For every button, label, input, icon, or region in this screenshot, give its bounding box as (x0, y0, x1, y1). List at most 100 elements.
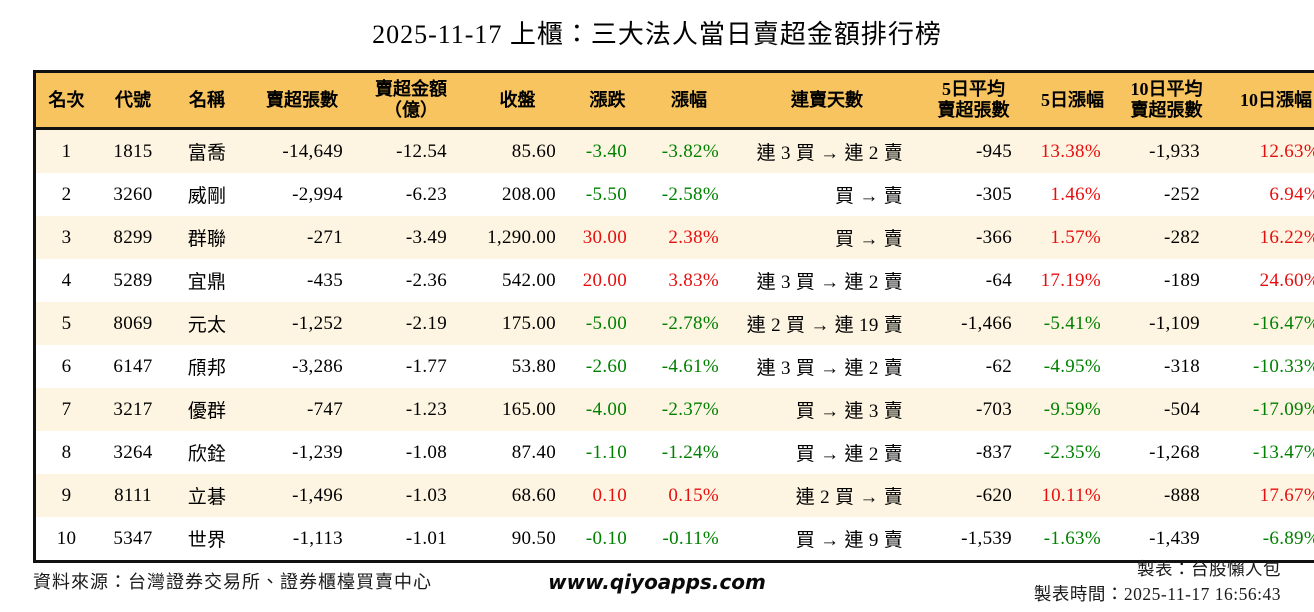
cell-name: 群聯 (187, 229, 227, 250)
col-header-pct10: 10日漲幅 (1216, 71, 1314, 130)
cell-avg5: -620 (975, 484, 1012, 506)
cell-change: -0.10 (585, 527, 627, 549)
cell-avg10: -1,268 (1149, 441, 1200, 463)
website-link[interactable]: www.qiyoapps.com (548, 570, 766, 594)
cell-pct5: 13.38% (1040, 140, 1101, 162)
cell-change: -5.00 (585, 312, 627, 334)
cell-pct5: 1.57% (1050, 226, 1101, 248)
cell-pct5: 10.11% (1041, 484, 1101, 506)
cell-sell_shares: -2,994 (292, 183, 343, 205)
cell-change: -3.40 (585, 140, 627, 162)
cell-pct10: -16.47% (1252, 312, 1314, 334)
col-header-code: 代號 (97, 71, 169, 130)
cell-rank: 5 (61, 312, 72, 334)
cell-avg5: -1,539 (961, 527, 1012, 549)
cell-sell_amount: -1.03 (405, 484, 447, 506)
cell-rank: 1 (61, 140, 72, 162)
cell-avg5: -703 (975, 398, 1012, 420)
cell-pct10: -17.09% (1252, 398, 1314, 420)
cell-avg5: -366 (975, 226, 1012, 248)
cell-pct10: 24.60% (1259, 269, 1314, 291)
cell-avg5: -305 (975, 183, 1012, 205)
cell-code: 6147 (113, 355, 153, 377)
cell-pct5: 17.19% (1040, 269, 1101, 291)
cell-avg10: -1,109 (1149, 312, 1200, 334)
cell-avg10: -888 (1163, 484, 1200, 506)
cell-streak: 買 → 連 3 賣 (795, 401, 903, 422)
cell-name: 宜鼎 (187, 272, 227, 293)
table-body: 1 1815 富喬 -14,649 -12.54 85.60 -3.40 -3.82% 連 3 … (34, 128, 1314, 562)
table-row: 3 8299 群聯 -271 -3.49 1,290.00 30.00 2.38% 買 → 賣 -… (34, 216, 1314, 259)
cell-avg5: -62 (985, 355, 1012, 377)
cell-change: -1.10 (585, 441, 627, 463)
cell-pct5: -4.95% (1043, 355, 1101, 377)
col-header-sell_amount: 賣超金額 （億） (359, 71, 463, 130)
cell-avg10: -318 (1163, 355, 1200, 377)
cell-change: 30.00 (582, 226, 627, 248)
cell-avg10: -282 (1163, 226, 1200, 248)
cell-streak: 買 → 連 2 賣 (795, 444, 903, 465)
cell-name: 世界 (187, 530, 227, 551)
cell-sell_shares: -3,286 (292, 355, 343, 377)
col-header-pct5: 5日漲幅 (1028, 71, 1117, 130)
col-header-change: 漲跌 (572, 71, 643, 130)
table-row: 8 3264 欣銓 -1,239 -1.08 87.40 -1.10 -1.24% 買 → 連 … (34, 431, 1314, 474)
cell-pct10: 17.67% (1259, 484, 1314, 506)
cell-avg10: -1,439 (1149, 527, 1200, 549)
cell-change_pct: 2.38% (668, 226, 719, 248)
cell-change: -5.50 (585, 183, 627, 205)
cell-change_pct: -1.24% (661, 441, 719, 463)
cell-avg5: -837 (975, 441, 1012, 463)
cell-pct10: 6.94% (1269, 183, 1314, 205)
table-header-row: 名次 代號 名稱 賣超張數 賣超金額 （億） 收盤 漲跌 漲幅 連賣天數 5日平均 賣超張數 5日漲… (34, 71, 1314, 130)
cell-pct10: 12.63% (1259, 140, 1314, 162)
cell-avg5: -64 (985, 269, 1012, 291)
cell-sell_shares: -1,239 (292, 441, 343, 463)
table-row: 1 1815 富喬 -14,649 -12.54 85.60 -3.40 -3.82% 連 3 … (34, 128, 1314, 173)
cell-change_pct: 3.83% (668, 269, 719, 291)
col-header-close: 收盤 (463, 71, 572, 130)
cell-streak: 買 → 賣 (834, 186, 903, 207)
cell-sell_amount: -1.01 (405, 527, 447, 549)
cell-change_pct: -2.58% (661, 183, 719, 205)
cell-sell_shares: -1,113 (292, 527, 343, 549)
cell-sell_amount: -1.08 (405, 441, 447, 463)
cell-close: 68.60 (511, 484, 556, 506)
cell-pct5: 1.46% (1050, 183, 1101, 205)
table-row: 7 3217 優群 -747 -1.23 165.00 -4.00 -2.37% 買 → 連 3… (34, 388, 1314, 431)
table-row: 2 3260 威剛 -2,994 -6.23 208.00 -5.50 -2.58% 買 → 賣… (34, 173, 1314, 216)
cell-close: 208.00 (501, 183, 556, 205)
cell-sell_amount: -6.23 (405, 183, 447, 205)
cell-pct5: -1.63% (1043, 527, 1101, 549)
cell-close: 53.80 (511, 355, 556, 377)
col-header-sell_shares: 賣超張數 (245, 71, 359, 130)
cell-avg5: -1,466 (961, 312, 1012, 334)
cell-streak: 買 → 賣 (834, 229, 903, 250)
table-header: 名次 代號 名稱 賣超張數 賣超金額 （億） 收盤 漲跌 漲幅 連賣天數 5日平均 賣超張數 5日漲… (34, 71, 1314, 130)
cell-sell_amount: -12.54 (396, 140, 447, 162)
cell-code: 1815 (113, 140, 153, 162)
cell-sell_shares: -14,649 (282, 140, 343, 162)
cell-code: 3217 (113, 398, 153, 420)
cell-code: 8111 (114, 484, 152, 506)
cell-close: 175.00 (501, 312, 556, 334)
cell-sell_shares: -747 (306, 398, 343, 420)
cell-change: -4.00 (585, 398, 627, 420)
cell-sell_amount: -2.36 (405, 269, 447, 291)
cell-rank: 9 (61, 484, 72, 506)
cell-close: 1,290.00 (487, 226, 556, 248)
credits-block: 製表：台股懶人包 製表時間：2025-11-17 16:56:43 (1034, 557, 1281, 608)
page-title: 2025-11-17 上櫃：三大法人當日賣超金額排行榜 (372, 20, 942, 49)
cell-code: 8299 (113, 226, 153, 248)
cell-sell_amount: -1.77 (405, 355, 447, 377)
cell-pct5: -9.59% (1043, 398, 1101, 420)
col-header-avg10: 10日平均 賣超張數 (1117, 71, 1216, 130)
cell-sell_shares: -1,496 (292, 484, 343, 506)
sell-ranking-table: 名次 代號 名稱 賣超張數 賣超金額 （億） 收盤 漲跌 漲幅 連賣天數 5日平均 賣超張數 5日漲… (33, 70, 1314, 563)
cell-code: 5289 (113, 269, 153, 291)
cell-pct10: -10.33% (1252, 355, 1314, 377)
cell-change_pct: -4.61% (661, 355, 719, 377)
cell-sell_amount: -1.23 (405, 398, 447, 420)
cell-streak: 連 2 買 → 連 19 賣 (746, 315, 903, 336)
